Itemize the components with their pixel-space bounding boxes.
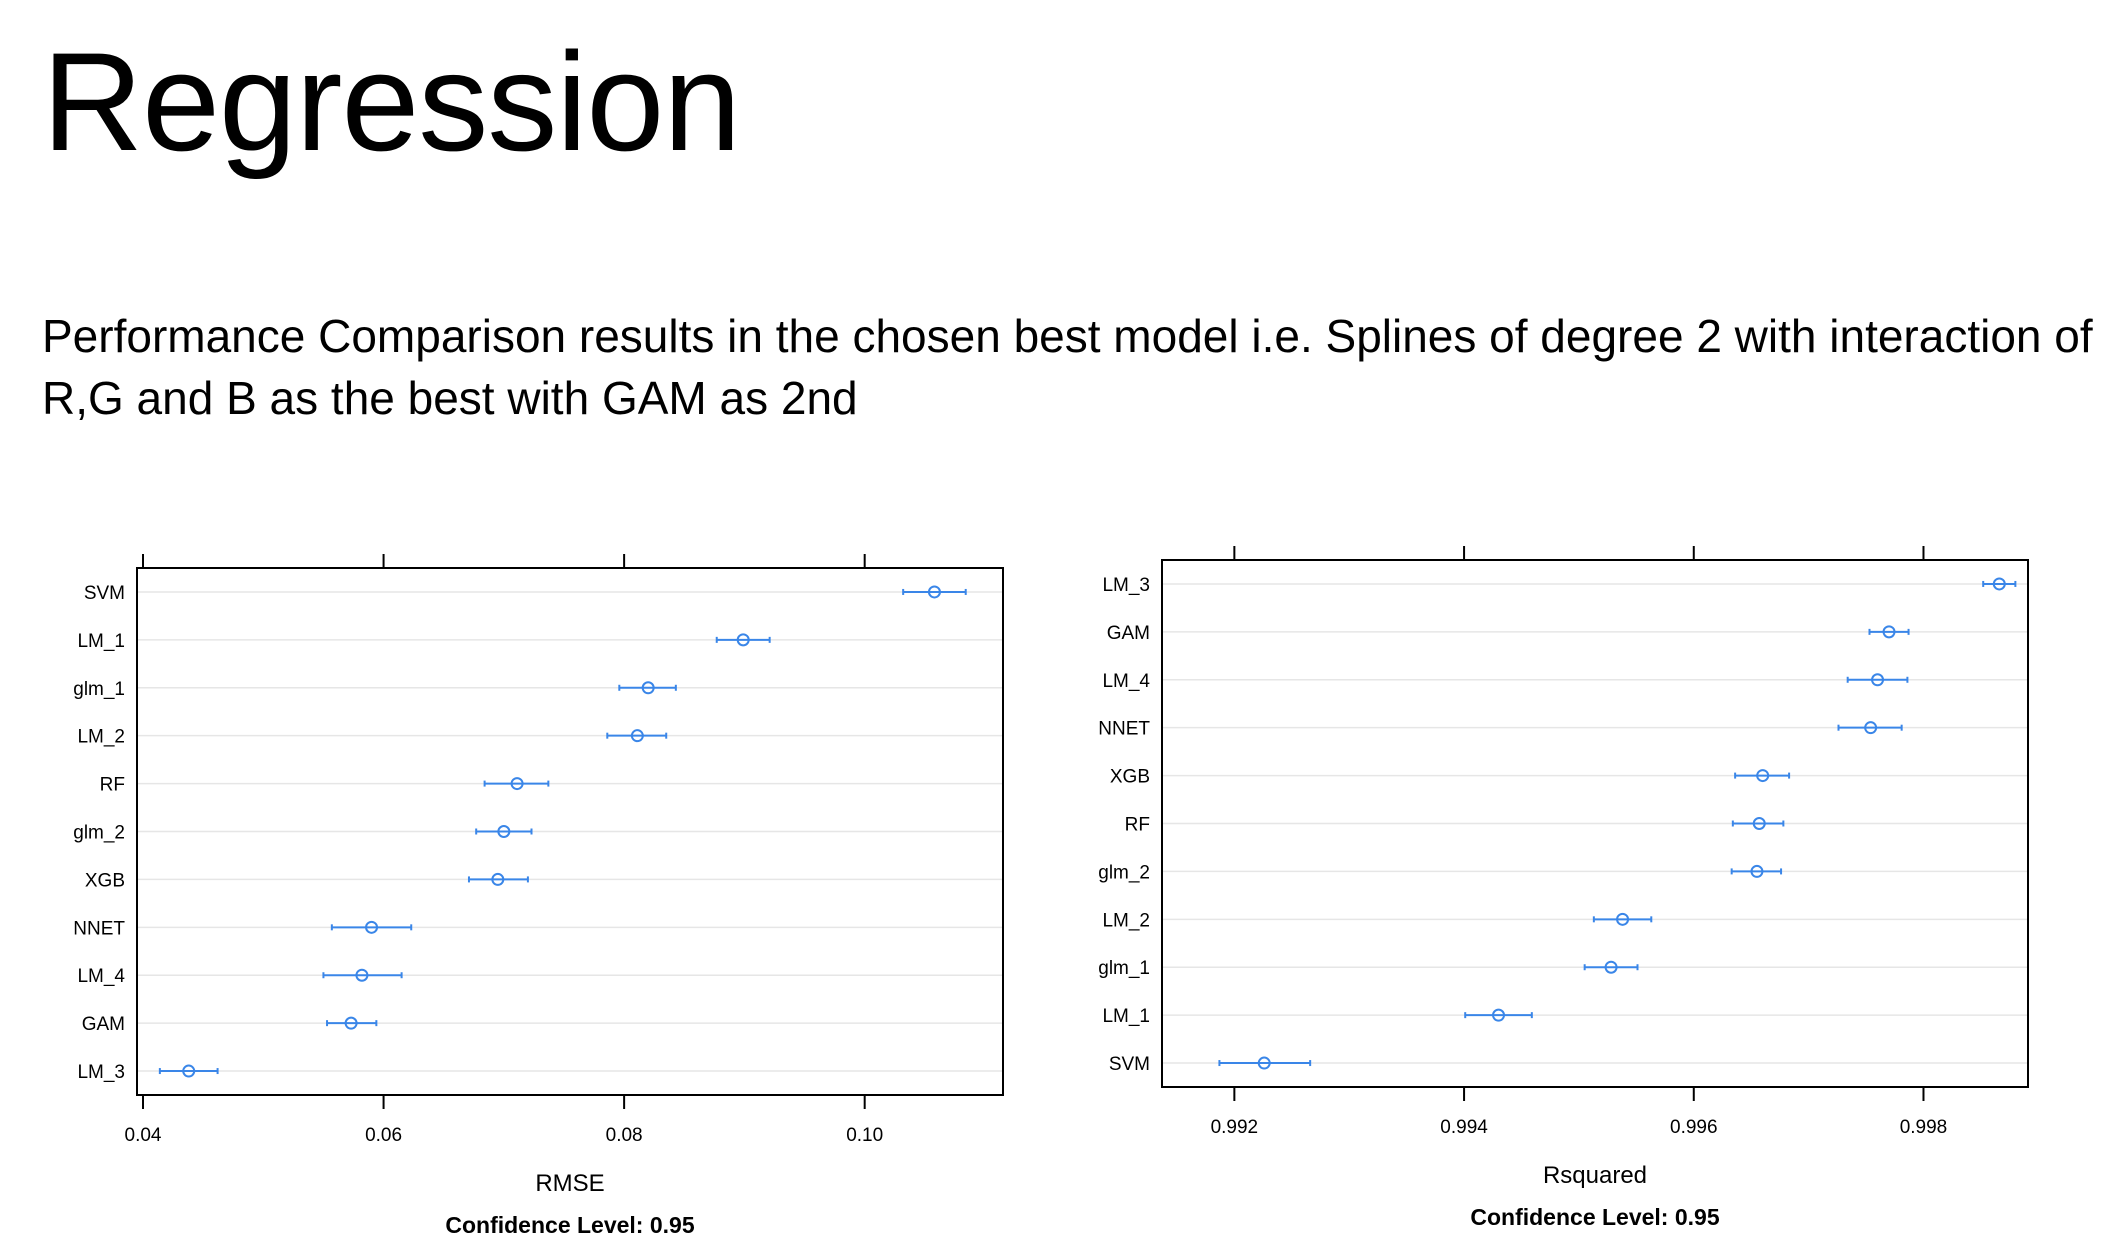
- grid-lines: [1162, 583, 2028, 1064]
- model-label: XGB: [85, 870, 125, 891]
- point-marker: [344, 1016, 358, 1030]
- x-axis: 0.04 0.06 0.08 0.10: [125, 554, 883, 1146]
- model-label: GAM: [1107, 623, 1150, 644]
- point-marker: [182, 1064, 196, 1078]
- model-label: glm_1: [1098, 958, 1150, 979]
- model-label: RF: [100, 775, 125, 796]
- data-points: SVM LM_1 glm_1 LM_2 RF glm_2 XGB NNET LM_4 GAM LM_…: [73, 583, 967, 1083]
- model-label: NNET: [73, 918, 125, 939]
- x-axis-title: Rsquared: [1543, 1162, 1647, 1189]
- point-marker: [355, 968, 369, 982]
- point-marker: [1604, 960, 1618, 974]
- model-label: LM_2: [1102, 910, 1150, 931]
- point-marker: [1257, 1056, 1271, 1070]
- model-label: glm_2: [1098, 862, 1150, 883]
- point-marker: [736, 633, 750, 647]
- point-marker: [510, 777, 524, 791]
- model-label: glm_1: [73, 679, 125, 700]
- plot-frame: [1161, 559, 2029, 1088]
- point-marker: [1492, 1008, 1506, 1022]
- model-label: LM_1: [77, 631, 125, 652]
- point-marker: [927, 585, 941, 599]
- model-label: NNET: [1098, 719, 1150, 740]
- model-label: SVM: [1109, 1054, 1150, 1075]
- point-marker: [1871, 673, 1885, 687]
- point-marker: [491, 872, 505, 886]
- data-points: LM_3 GAM LM_4 NNET XGB RF glm_2 LM_2 glm_1 LM_1 SV…: [1098, 575, 2017, 1075]
- slide-title: Regression: [42, 23, 741, 180]
- tick-label: 0.06: [365, 1125, 402, 1146]
- slide-subtitle: Performance Comparison results in the ch…: [42, 310, 2093, 424]
- confidence-caption: Confidence Level: 0.95: [445, 1212, 694, 1238]
- x-axis-title: RMSE: [535, 1170, 604, 1197]
- model-label: RF: [1125, 815, 1150, 836]
- tick-label: 0.10: [846, 1125, 883, 1146]
- point-marker: [497, 825, 511, 838]
- point-marker: [1864, 721, 1878, 735]
- model-label: LM_3: [1102, 575, 1150, 596]
- model-label: XGB: [1110, 767, 1150, 788]
- confidence-caption: Confidence Level: 0.95: [1470, 1204, 1719, 1230]
- point-marker: [1882, 625, 1896, 639]
- model-label: LM_4: [77, 966, 125, 987]
- model-label: SVM: [84, 583, 125, 604]
- model-label: LM_4: [1102, 671, 1150, 692]
- model-label: LM_3: [77, 1062, 125, 1083]
- point-marker: [641, 681, 655, 695]
- tick-label: 0.08: [606, 1125, 643, 1146]
- tick-label: 0.04: [125, 1125, 162, 1146]
- tick-label: 0.998: [1900, 1117, 1948, 1138]
- tick-label: 0.994: [1440, 1117, 1488, 1138]
- point-marker: [1750, 864, 1764, 878]
- point-marker: [630, 729, 644, 743]
- tick-label: 0.992: [1211, 1117, 1259, 1138]
- point-marker: [1752, 817, 1766, 830]
- tick-label: 0.996: [1670, 1117, 1718, 1138]
- model-label: glm_2: [73, 823, 125, 844]
- model-label: LM_1: [1102, 1006, 1150, 1027]
- grid-lines: [137, 591, 1003, 1072]
- model-label: GAM: [82, 1014, 125, 1035]
- point-marker: [1756, 769, 1770, 783]
- point-marker: [1616, 912, 1630, 926]
- point-marker: [365, 920, 379, 934]
- plot-frame: [136, 567, 1004, 1096]
- point-marker: [1992, 577, 2006, 591]
- rsquared-dotplot: 0.992 0.994 0.996 0.998 LM_3 GAM LM_4 NNET XGB RF…: [1098, 546, 2029, 1230]
- model-label: LM_2: [77, 727, 125, 748]
- x-axis: 0.992 0.994 0.996 0.998: [1211, 546, 1948, 1138]
- rmse-dotplot: 0.04 0.06 0.08 0.10 SVM LM_1 glm_1 LM_2 RF glm_2 X…: [73, 554, 1004, 1238]
